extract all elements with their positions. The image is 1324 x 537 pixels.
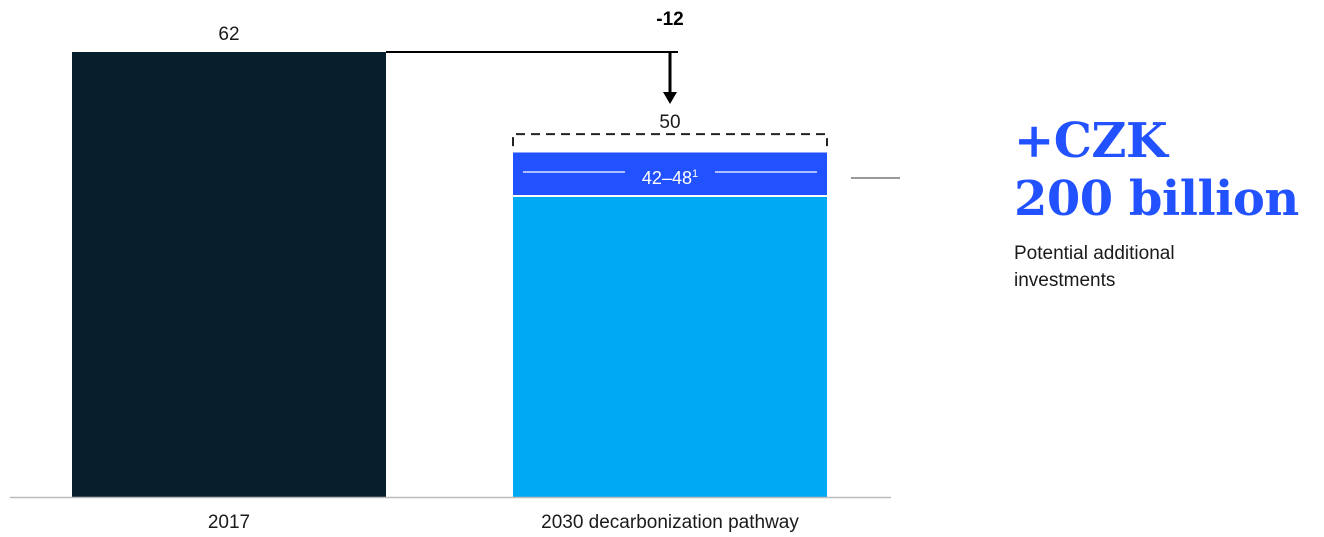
delta-arrow-head (663, 92, 677, 104)
category-label-2017: 2017 (208, 512, 250, 533)
bar-2030-range-band (513, 152, 827, 196)
target-bracket-dashed (512, 133, 828, 147)
range-footnote: 1 (692, 168, 698, 180)
value-label-2030: 50 (659, 112, 680, 133)
investment-callout: +CZK 200 billion Potential additional in… (1014, 112, 1299, 294)
value-label-2017: 62 (218, 24, 239, 45)
range-label: 42–481 (642, 168, 698, 188)
bar-2030-base (513, 195, 827, 497)
callout-headline: +CZK 200 billion (1014, 112, 1299, 228)
bars-layer (72, 51, 900, 497)
bar-chart: 2017 2030 decarbonization pathway 62 50 … (10, 9, 900, 533)
bar-2017 (72, 52, 386, 497)
delta-label: -12 (656, 9, 683, 30)
range-label-text: 42–48 (642, 168, 692, 188)
callout-headline-line2: 200 billion (1014, 171, 1299, 227)
callout-headline-line1: +CZK (1014, 113, 1168, 169)
category-label-2030: 2030 decarbonization pathway (541, 512, 799, 533)
callout-subtext: Potential additional investments (1014, 243, 1175, 291)
